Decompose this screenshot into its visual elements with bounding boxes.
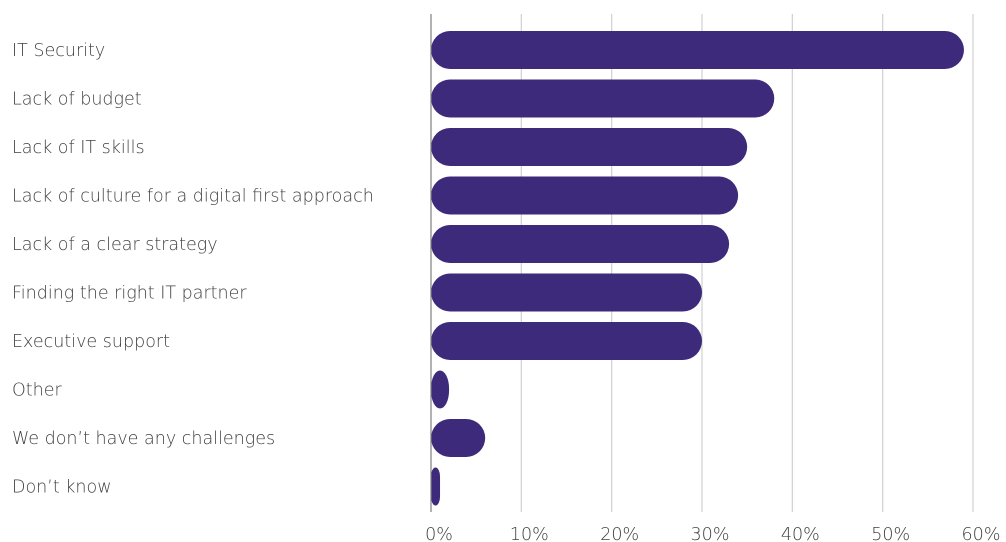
x-tick-label: 60%	[962, 525, 1001, 542]
category-label: Lack of budget	[12, 90, 142, 110]
category-label: Don’t know	[12, 478, 112, 498]
bar	[431, 31, 964, 69]
category-label: Executive support	[12, 332, 170, 352]
x-tick-label: 50%	[871, 525, 910, 542]
bar	[431, 273, 702, 312]
category-label: Other	[12, 381, 62, 401]
bar	[431, 176, 739, 215]
bar	[431, 79, 775, 118]
x-tick-labels: 0% 10% 20% 30% 40% 50% 60%	[425, 525, 1000, 542]
bar	[431, 322, 702, 360]
x-tick-label: 30%	[691, 525, 730, 542]
category-label: Lack of IT skills	[12, 138, 145, 158]
category-label: IT Security	[12, 41, 105, 61]
bar	[431, 128, 748, 166]
category-label: Finding the right IT partner	[12, 284, 247, 304]
bar	[431, 419, 486, 457]
category-label: We don’t have any challenges	[12, 429, 275, 449]
x-tick-label: 10%	[510, 525, 549, 542]
category-label: Lack of culture for a digital first appr…	[12, 187, 374, 207]
category-label: Lack of a clear strategy	[12, 235, 218, 255]
bar	[431, 467, 441, 506]
x-tick-label: 20%	[600, 525, 639, 542]
x-tick-label: 0%	[425, 525, 453, 542]
x-tick-label: 40%	[781, 525, 820, 542]
bar	[431, 370, 450, 409]
bars	[431, 31, 964, 506]
category-labels: IT Security Lack of budget Lack of IT skil…	[12, 41, 374, 498]
bar	[431, 225, 730, 263]
